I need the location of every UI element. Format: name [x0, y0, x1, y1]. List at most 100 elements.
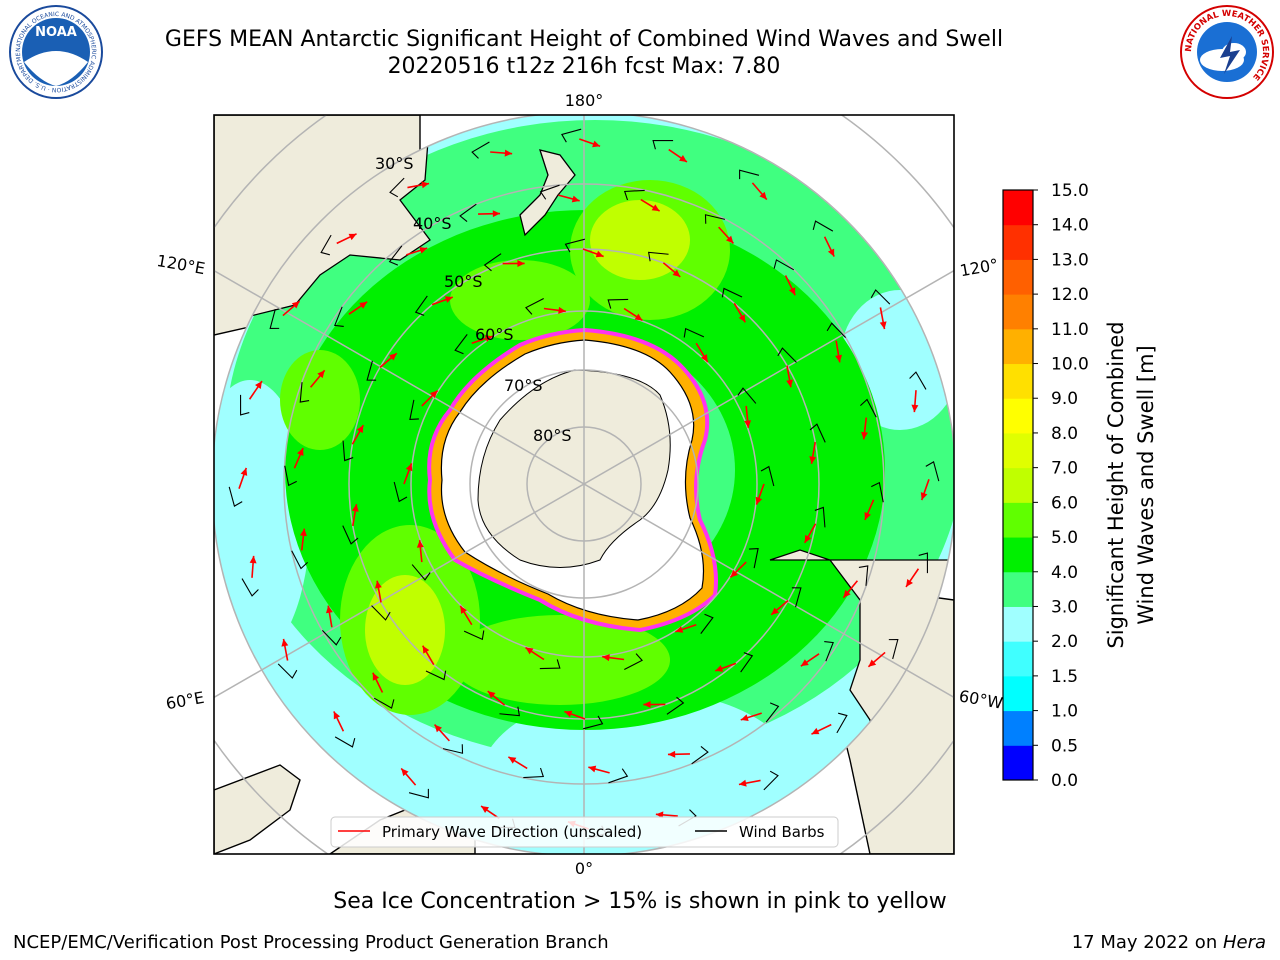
wave-arrow-head: [317, 370, 325, 379]
colorbar-segment: [1003, 502, 1033, 538]
wind-barb: [700, 613, 714, 634]
wave-arrow-head: [740, 714, 749, 721]
wind-barb: [582, 715, 604, 730]
colorbar-label: Significant Height of Combined Wind Wave…: [1104, 321, 1158, 648]
colorbar-segment: [1003, 641, 1033, 677]
wind-barb: [737, 387, 757, 404]
wave-arrow-head: [786, 379, 794, 388]
wind-barb: [525, 298, 544, 315]
wave-arrow-head: [422, 645, 430, 654]
lat-label-30s: 30°S: [375, 154, 414, 173]
wave-arrow-head: [667, 750, 676, 758]
wind-barb: [291, 550, 308, 570]
wave-arrow-head: [755, 496, 763, 505]
wave-arrow-head: [430, 390, 438, 399]
wind-barb: [925, 461, 940, 482]
wind-barb: [366, 360, 377, 381]
wave-arrow-head: [374, 580, 382, 589]
wave-arrow-head: [643, 701, 651, 708]
wind-barb: [826, 322, 847, 338]
wave-arrow-head: [249, 555, 257, 564]
wave-arrow-head: [835, 354, 843, 363]
wind-barb: [414, 295, 428, 316]
noaa-logo-icon: NATIONAL OCEANIC AND ATMOSPHERIC ADMINIS…: [0, 0, 103, 99]
wave-arrow-head: [861, 431, 868, 440]
wind-barb: [388, 245, 403, 266]
wave-arrow-head: [356, 425, 364, 434]
wave-arrow-head: [672, 269, 681, 277]
footer-date-text: 17 May 2022 on: [1071, 932, 1223, 953]
wave-arrows: [238, 138, 930, 830]
wind-barb: [334, 736, 356, 748]
colorbar-tick-label: 10.0: [1051, 355, 1089, 375]
wave-arrow-head: [771, 607, 779, 615]
wave-arrow-head: [726, 235, 734, 244]
wave-arrow-head: [389, 353, 397, 361]
wave-arrow-head: [827, 248, 835, 257]
lon-label-180: 180°: [565, 91, 604, 110]
wave-arrow-head: [730, 569, 738, 578]
wave-arrow-head: [401, 768, 409, 777]
wind-barb: [373, 697, 395, 709]
wind-barb: [647, 251, 669, 262]
wave-arrow-head: [788, 287, 796, 296]
colorbar-tick-label: 4.0: [1051, 563, 1078, 583]
wind-barb: [523, 767, 545, 779]
wind-barb: [321, 630, 342, 646]
colorbar-segment: [1003, 432, 1033, 469]
wave-arrow-head: [281, 638, 289, 647]
wave-arrow-head: [911, 404, 919, 413]
colorbar-tick-label: 1.5: [1051, 667, 1078, 687]
colorbar-segment: [1003, 675, 1033, 712]
wave-arrow-head: [811, 727, 820, 735]
colorbar-tick-label: 5.0: [1051, 528, 1078, 548]
wave-arrow-head: [571, 195, 580, 203]
wind-barb: [763, 770, 779, 791]
wave-arrow-head: [868, 659, 877, 667]
wave-arrow-head: [920, 492, 928, 501]
wave-arrow-head: [809, 456, 817, 464]
lon-label-120e: 120°E: [155, 251, 206, 278]
wave-arrow-head: [372, 672, 380, 681]
wave-arrow-head: [481, 806, 489, 813]
wind-barb: [860, 398, 877, 418]
wind-barb: [241, 578, 259, 597]
wave-arrow-head: [492, 210, 501, 218]
colorbar-segment: [1003, 363, 1033, 399]
colorbar-tick-label: 9.0: [1051, 389, 1078, 409]
wind-barb: [624, 653, 643, 670]
wind-barb: [299, 382, 310, 403]
wave-arrow-head: [679, 155, 687, 162]
wave-arrow-head: [744, 420, 752, 428]
lat-label-40s: 40°S: [413, 214, 452, 233]
wave-arrow-head: [291, 301, 300, 309]
wind-barb: [342, 525, 359, 545]
wind-barb: [342, 440, 354, 462]
wave-arrow-head: [525, 647, 534, 655]
colorbar-label-line1: Significant Height of Combined: [1104, 321, 1128, 648]
latitude-labels: 30°S 40°S 50°S 60°S 70°S 80°S: [375, 154, 572, 445]
wind-barb: [459, 203, 477, 223]
colorbar-tick-label: 14.0: [1051, 216, 1089, 236]
wind-barb: [909, 371, 927, 390]
lon-label-120w: 120°: [958, 255, 999, 280]
lat-label-70s: 70°S: [504, 376, 543, 395]
colorbar-segment: [1003, 190, 1033, 226]
colorbar-segment: [1003, 294, 1033, 330]
wind-barb: [463, 630, 485, 641]
wind-barb: [228, 486, 243, 507]
wave-arrow-head: [592, 140, 601, 148]
wind-barbs: [228, 128, 940, 840]
wave-arrow-head: [804, 534, 812, 543]
wave-arrow-head: [759, 191, 767, 200]
wave-arrow-head: [297, 448, 304, 456]
wind-barb: [791, 587, 802, 608]
wind-barb: [858, 565, 869, 586]
wave-arrow-head: [864, 512, 871, 520]
wind-barb: [411, 564, 431, 581]
wave-arrow-head: [602, 654, 610, 662]
wave-arrow-head: [800, 659, 809, 667]
wind-barb: [760, 465, 775, 487]
wave-arrow-head: [444, 296, 453, 303]
